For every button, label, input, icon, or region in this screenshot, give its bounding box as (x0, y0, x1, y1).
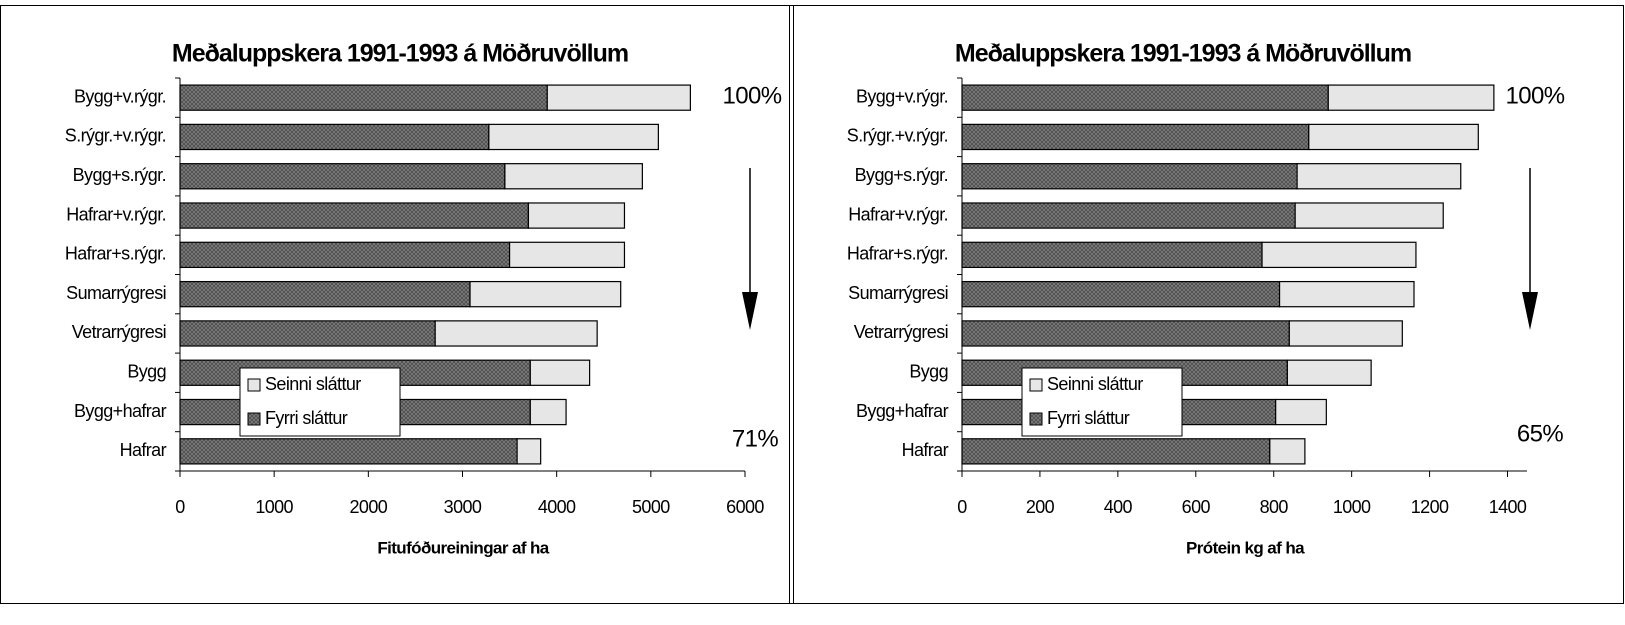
bar-segment (179, 280, 471, 308)
bar-segment (488, 123, 659, 151)
legend-swatch (247, 412, 261, 426)
x-tick-label: 0 (957, 497, 967, 517)
legend-box (1021, 367, 1183, 437)
x-tick-label: 6000 (726, 497, 764, 517)
bar-segment (961, 202, 1296, 229)
x-tick-label: 800 (1260, 497, 1289, 517)
category-label: Sumarrýgresi (848, 283, 948, 303)
legend: Seinni sláttur Fyrri sláttur (1021, 367, 1183, 437)
bar-segment (529, 398, 567, 426)
legend: Seinni sláttur Fyrri sláttur (239, 367, 401, 437)
bar-segment (1261, 241, 1417, 269)
x-tick-label: 400 (1104, 497, 1133, 517)
category-label: S.rýgr.+v.rýgr. (65, 126, 166, 146)
arrow (1522, 168, 1538, 330)
bar-segment (179, 123, 490, 151)
category-label: S.rýgr.+v.rýgr. (847, 126, 948, 146)
bar-segment (179, 241, 511, 269)
x-tick-label: 4000 (538, 497, 576, 517)
x-tick-label: 0 (175, 497, 185, 517)
legend-label: Seinni sláttur (265, 374, 361, 394)
category-label: Bygg (127, 362, 166, 382)
bar-segment (961, 280, 1281, 308)
bar-segment (434, 320, 598, 347)
annotation: 100% (723, 82, 782, 109)
bar-segment (1278, 280, 1415, 308)
x-tick-label: 600 (1182, 497, 1211, 517)
legend-swatch (1029, 412, 1043, 426)
category-label: Vetrarrýgresi (854, 322, 948, 342)
bar-segment (961, 84, 1329, 111)
category-label: Bygg+s.rýgr. (73, 165, 166, 185)
bar-segment (961, 163, 1298, 190)
x-axis-label: Fitufóðureiningar af ha (377, 538, 549, 557)
x-tick-label: 1400 (1489, 497, 1527, 517)
bar-segment (1275, 398, 1327, 426)
bar-segment (1327, 84, 1495, 111)
category-label: Vetrarrýgresi (72, 322, 166, 342)
bar-segment (546, 84, 691, 111)
bar-segment (504, 163, 643, 190)
bar-segment (469, 280, 622, 308)
bar-segment (527, 202, 626, 229)
category-label: Bygg+hafrar (74, 401, 167, 421)
legend-label: Seinni sláttur (1047, 374, 1143, 394)
bar-segment (179, 438, 518, 465)
category-label: Bygg+v.rýgr. (856, 86, 948, 106)
category-label: Hafrar+s.rýgr. (65, 244, 166, 264)
bar-segment (529, 359, 591, 386)
annotation: 100% (1506, 82, 1565, 109)
chart-title: Meðaluppskera 1991-1993 á Möðruvöllum (172, 40, 628, 68)
bar-segment (1288, 320, 1403, 347)
category-label: Bygg+v.rýgr. (74, 86, 166, 106)
bar-segment (1294, 202, 1444, 229)
bar-segment (961, 241, 1263, 269)
x-tick-label: 2000 (350, 497, 388, 517)
bar-segment (516, 438, 542, 465)
annotation: 71% (732, 425, 778, 452)
legend-box (239, 367, 401, 437)
x-tick-label: 3000 (444, 497, 482, 517)
category-label: Hafrar (120, 440, 167, 460)
category-label: Hafrar+s.rýgr. (847, 244, 948, 264)
bar-segment (961, 123, 1310, 151)
bar-segment (508, 241, 626, 269)
category-label: Hafrar+v.rýgr. (848, 204, 948, 224)
bar-segment (179, 84, 548, 111)
category-label: Sumarrýgresi (66, 283, 166, 303)
category-label: Hafrar+v.rýgr. (66, 204, 166, 224)
bar-segment (1286, 359, 1372, 386)
x-axis-label: Prótein kg af ha (1186, 538, 1305, 557)
x-tick-label: 1000 (1333, 497, 1371, 517)
bar-segment (961, 438, 1271, 465)
x-tick-label: 1000 (255, 497, 293, 517)
x-tick-label: 5000 (632, 497, 670, 517)
category-label: Bygg (909, 362, 948, 382)
category-label: Bygg+s.rýgr. (855, 165, 948, 185)
x-tick-label: 200 (1026, 497, 1055, 517)
x-tick-label: 1200 (1411, 497, 1449, 517)
category-label: Bygg+hafrar (856, 401, 949, 421)
bar-segment (179, 320, 436, 347)
bar-segment (1269, 438, 1306, 465)
bar-segment (179, 202, 530, 229)
category-label: Hafrar (902, 440, 949, 460)
legend-label: Fyrri sláttur (1047, 408, 1130, 428)
chart-title: Meðaluppskera 1991-1993 á Möðruvöllum (955, 40, 1411, 68)
arrow (742, 168, 758, 330)
annotation: 65% (1517, 420, 1563, 447)
legend-label: Fyrri sláttur (265, 408, 348, 428)
bar-segment (1308, 123, 1479, 151)
bar-segment (179, 163, 506, 190)
bar-segment (1296, 163, 1462, 190)
bar-segment (961, 320, 1290, 347)
legend-swatch (247, 378, 261, 392)
legend-swatch (1029, 378, 1043, 392)
